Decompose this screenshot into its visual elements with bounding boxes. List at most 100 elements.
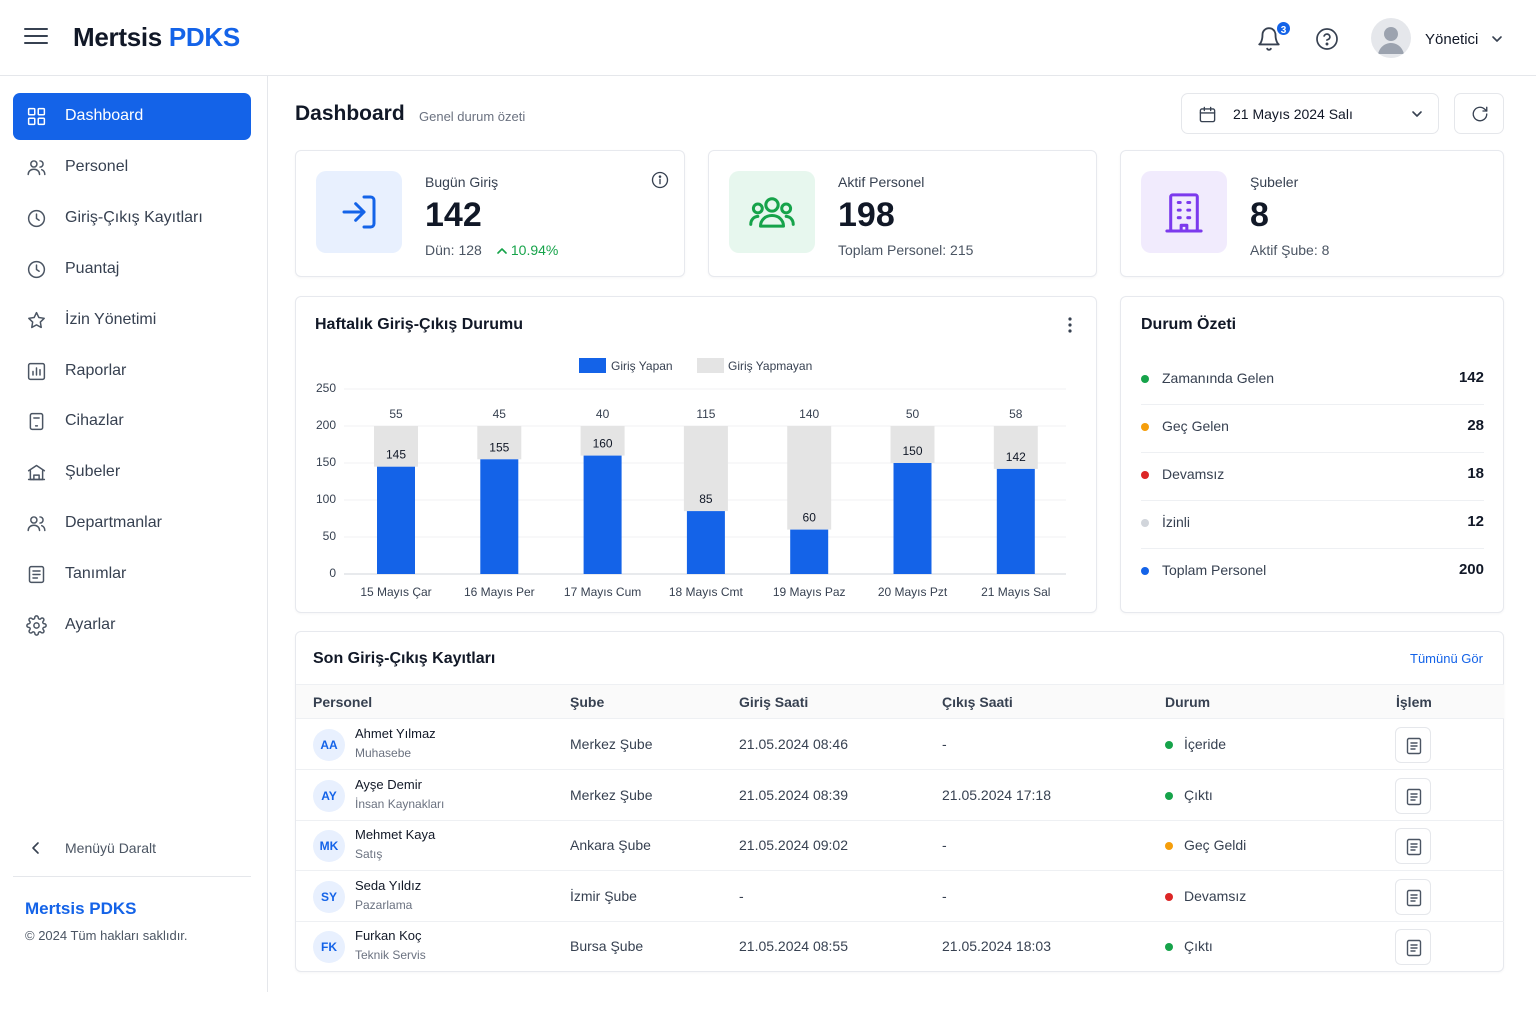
tablet-icon [29, 413, 44, 431]
clock-icon [27, 209, 46, 227]
page-title: Dashboard [295, 102, 405, 125]
menu-icon[interactable] [24, 28, 48, 48]
sidebar-item-ayarlar[interactable]: Ayarlar [13, 602, 251, 649]
col-branch[interactable]: Şube [570, 694, 605, 710]
y-tick-label: 250 [315, 381, 336, 395]
staff-name: Furkan Koç [355, 928, 422, 944]
more-vertical-icon[interactable] [1066, 316, 1074, 334]
avatar: MK [313, 830, 345, 863]
bar-not-entered [580, 426, 625, 456]
table-row[interactable]: SY Seda Yıldız Pazarlama İzmir Şube - - Devams… [296, 871, 1504, 922]
staff-department: Satış [355, 847, 383, 862]
calendar-icon [1199, 106, 1216, 123]
chart-title: Haftalık Giriş-Çıkış Durumu [315, 316, 524, 333]
sidebar-item-i-zin-yönetimi[interactable]: İzin Yönetimi [13, 297, 251, 344]
staff-department: Pazarlama [355, 897, 413, 912]
sidebar-item-giriş-çıkış-kayıtları[interactable]: Giriş-Çıkış Kayıtları [13, 195, 251, 242]
col-entry-time[interactable]: Giriş Saati [739, 694, 809, 710]
bar-not-entered [787, 426, 832, 530]
bar-label-not-entered: 140 [799, 407, 819, 421]
sidebar-item-raporlar[interactable]: Raporlar [13, 348, 251, 395]
legend-label-entered: Giriş Yapan [611, 359, 673, 373]
view-record-button[interactable] [1395, 777, 1431, 814]
sidebar-item-label: Cihazlar [65, 412, 124, 430]
avatar: AY [313, 779, 345, 812]
help-icon[interactable] [1315, 27, 1339, 51]
status-dot [1165, 741, 1173, 749]
staff-name: Seda Yıldız [355, 877, 422, 893]
see-all-link[interactable]: Tümünü Gör [1410, 651, 1483, 666]
document-icon [1406, 940, 1422, 957]
sidebar-item-tanımlar[interactable]: Tanımlar [13, 551, 251, 598]
x-tick-label: 15 Mayıs Çar [360, 585, 432, 599]
collapse-menu-button[interactable]: Menüyü Daralt [13, 832, 251, 864]
staff-department: İnsan Kaynakları [355, 796, 445, 811]
exit-time-cell: - [942, 837, 947, 854]
branch-cell: İzmir Şube [570, 887, 637, 904]
col-action: İşlem [1396, 694, 1432, 710]
summary-label: Zamanında Gelen [1162, 370, 1275, 386]
user-avatar-icon [1378, 27, 1404, 54]
footer-brand: Mertsis PDKS [25, 899, 137, 918]
sidebar-item-label: Şubeler [65, 463, 121, 481]
view-record-button[interactable] [1395, 878, 1431, 915]
table-row[interactable]: AY Ayşe Demir İnsan Kaynakları Merkez Şube 2… [296, 770, 1504, 821]
exit-time-cell: 21.05.2024 17:18 [942, 786, 1051, 803]
status-cell: Çıktı [1184, 786, 1213, 803]
table-row[interactable]: AA Ahmet Yılmaz Muhasebe Merkez Şube 21.05.2… [296, 719, 1504, 770]
view-record-button[interactable] [1395, 828, 1431, 865]
sidebar-item-puantaj[interactable]: Puantaj [13, 246, 251, 293]
selected-date: 21 Mayıs 2024 Salı [1233, 106, 1353, 122]
sidebar-item-personel[interactable]: Personel [13, 144, 251, 191]
chevron-left-icon [32, 842, 39, 854]
bar-label-not-entered: 45 [493, 407, 507, 421]
recent-records-card: Son Giriş-Çıkış Kayıtları Tümünü Gör Per… [295, 631, 1504, 972]
stat-value: 8 [1250, 196, 1269, 234]
x-tick-label: 16 Mayıs Per [463, 585, 535, 599]
sidebar-item-label: Raporlar [65, 361, 127, 379]
building-icon [1165, 193, 1203, 233]
summary-title: Durum Özeti [1141, 316, 1237, 333]
bar-not-entered [374, 426, 418, 467]
app-brand[interactable]: Mertsis PDKS [73, 22, 240, 53]
staff-name: Ahmet Yılmaz [355, 726, 436, 741]
records-title: Son Giriş-Çıkış Kayıtları [313, 650, 496, 667]
bar-entered [996, 468, 1035, 574]
refresh-button[interactable] [1454, 93, 1504, 134]
building-icon [27, 465, 46, 481]
bell-icon[interactable] [1256, 26, 1282, 52]
bar-not-entered [993, 426, 1038, 469]
table-row[interactable]: FK Furkan Koç Teknik Servis Bursa Şube 21.05… [296, 921, 1504, 972]
table-row[interactable]: MK Mehmet Kaya Satış Ankara Şube 21.05.2024 … [296, 820, 1504, 872]
user-name: Yönetici [1425, 31, 1479, 48]
bar-label-entered: 60 [803, 511, 817, 525]
user-menu[interactable]: Yönetici [1371, 18, 1511, 60]
col-status[interactable]: Durum [1165, 694, 1211, 710]
sidebar-item-departmanlar[interactable]: Departmanlar [13, 500, 251, 547]
bar-entered [893, 463, 932, 574]
summary-label: İzinli [1162, 514, 1191, 530]
view-record-button[interactable] [1395, 727, 1431, 763]
view-record-button[interactable] [1395, 929, 1431, 966]
stat-value: 198 [838, 196, 895, 234]
sidebar-item-dashboard[interactable]: Dashboard [13, 93, 251, 140]
date-picker[interactable]: 21 Mayıs 2024 Salı [1181, 93, 1439, 134]
sidebar-item-şubeler[interactable]: Şubeler [13, 449, 251, 496]
x-tick-label: 20 Mayıs Pzt [877, 585, 948, 599]
page-subtitle: Genel durum özeti [419, 109, 526, 124]
stat-trend-value: 10.94% [510, 242, 559, 258]
sidebar-item-label: Personel [65, 157, 129, 175]
exit-time-cell: - [942, 736, 947, 752]
legend-swatch-not-entered [697, 358, 724, 373]
entry-time-cell: 21.05.2024 08:46 [739, 736, 848, 752]
bar-not-entered [477, 426, 522, 460]
brand-accent: PDKS [168, 22, 240, 52]
notification-badge: 3 [1275, 20, 1292, 37]
status-dot [1141, 567, 1149, 575]
col-staff[interactable]: Personel [313, 694, 373, 710]
stat-icon-bg [729, 171, 815, 253]
bar-entered [377, 466, 415, 574]
info-icon[interactable] [651, 171, 669, 189]
sidebar-item-cihazlar[interactable]: Cihazlar [13, 398, 251, 445]
col-exit-time[interactable]: Çıkış Saati [942, 694, 1013, 710]
